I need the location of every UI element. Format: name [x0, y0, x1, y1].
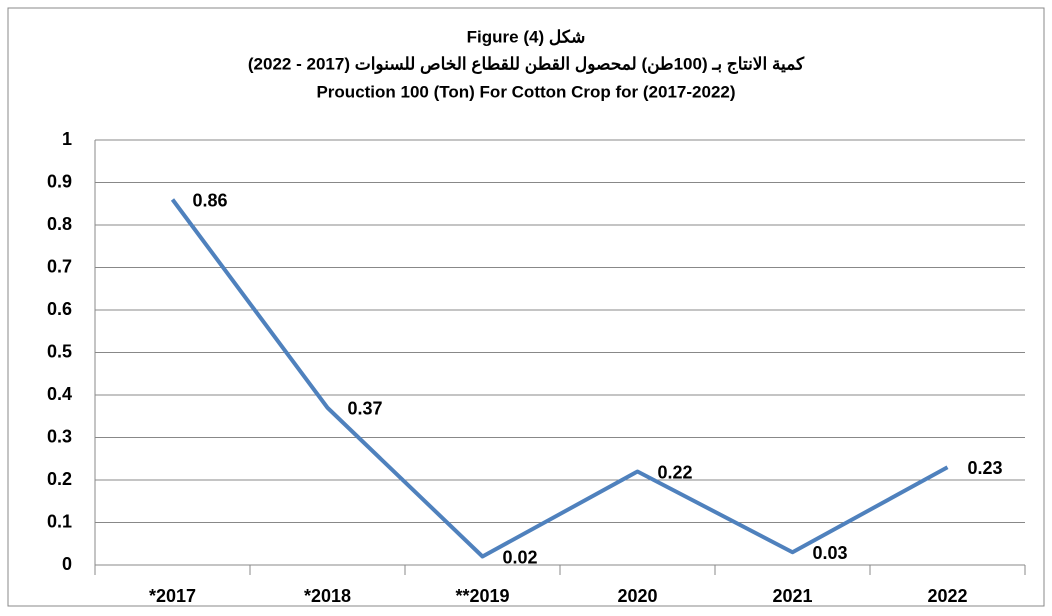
y-tick-label: 0.7 [47, 256, 72, 276]
y-tick-label: 0.4 [47, 384, 72, 404]
line [170, 198, 949, 559]
data-label: 0.37 [348, 399, 383, 419]
y-tick-label: 1 [62, 129, 72, 149]
y-tick-label: 0.2 [47, 469, 72, 489]
x-tick-label: *2018 [304, 586, 351, 606]
chart-border [7, 7, 1045, 607]
y-tick-label: 0.5 [47, 341, 72, 361]
data-label: 0.23 [968, 458, 1003, 478]
chart-title: Prouction 100 (Ton) For Cotton Crop for … [316, 82, 735, 101]
data-label: 0.86 [193, 190, 228, 210]
x-tick-label: **2019 [455, 586, 509, 606]
chart-title: Figure (4) شكل [467, 27, 586, 46]
y-tick-label: 0.1 [47, 511, 72, 531]
y-tick-label: 0.3 [47, 426, 72, 446]
y-tick-label: 0.6 [47, 299, 72, 319]
x-tick-label: 2020 [617, 586, 657, 606]
y-tick-label: 0 [62, 554, 72, 574]
x-tick-label: 2022 [927, 586, 967, 606]
data-label: 0.03 [813, 543, 848, 563]
x-tick-label: 2021 [772, 586, 812, 606]
chart-title: كمية الانتاج بـ (100طن) لمحصول القطن للق… [248, 54, 805, 74]
y-tick-label: 0.8 [47, 214, 72, 234]
data-label: 0.02 [503, 547, 538, 567]
data-label: 0.22 [658, 462, 693, 482]
y-tick-label: 0.9 [47, 171, 72, 191]
x-tick-label: *2017 [149, 586, 196, 606]
